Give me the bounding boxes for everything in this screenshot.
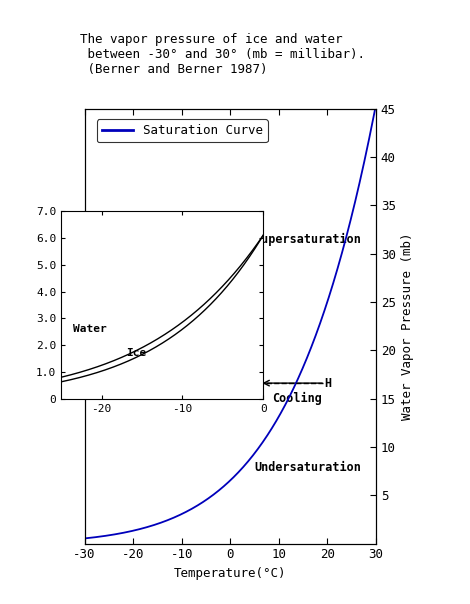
Legend: Saturation Curve: Saturation Curve xyxy=(97,120,268,143)
Text: Ice: Ice xyxy=(126,348,146,358)
Text: The vapor pressure of ice and water: The vapor pressure of ice and water xyxy=(80,33,343,47)
X-axis label: Temperature(°C): Temperature(°C) xyxy=(174,567,287,580)
Text: H: H xyxy=(324,377,331,390)
Text: Undersaturation: Undersaturation xyxy=(255,461,361,474)
Y-axis label: Vapor Pressure (mb): Vapor Pressure (mb) xyxy=(66,255,79,397)
Text: Supersaturation: Supersaturation xyxy=(255,233,361,246)
Text: Water: Water xyxy=(73,324,107,334)
Text: between -30° and 30° (mb = millibar).: between -30° and 30° (mb = millibar). xyxy=(80,48,365,62)
Text: H: H xyxy=(253,377,260,390)
Text: (Berner and Berner 1987): (Berner and Berner 1987) xyxy=(80,63,267,77)
Text: Cooling: Cooling xyxy=(272,391,322,405)
Y-axis label: Water Vapor Pressure (mb): Water Vapor Pressure (mb) xyxy=(401,233,415,420)
